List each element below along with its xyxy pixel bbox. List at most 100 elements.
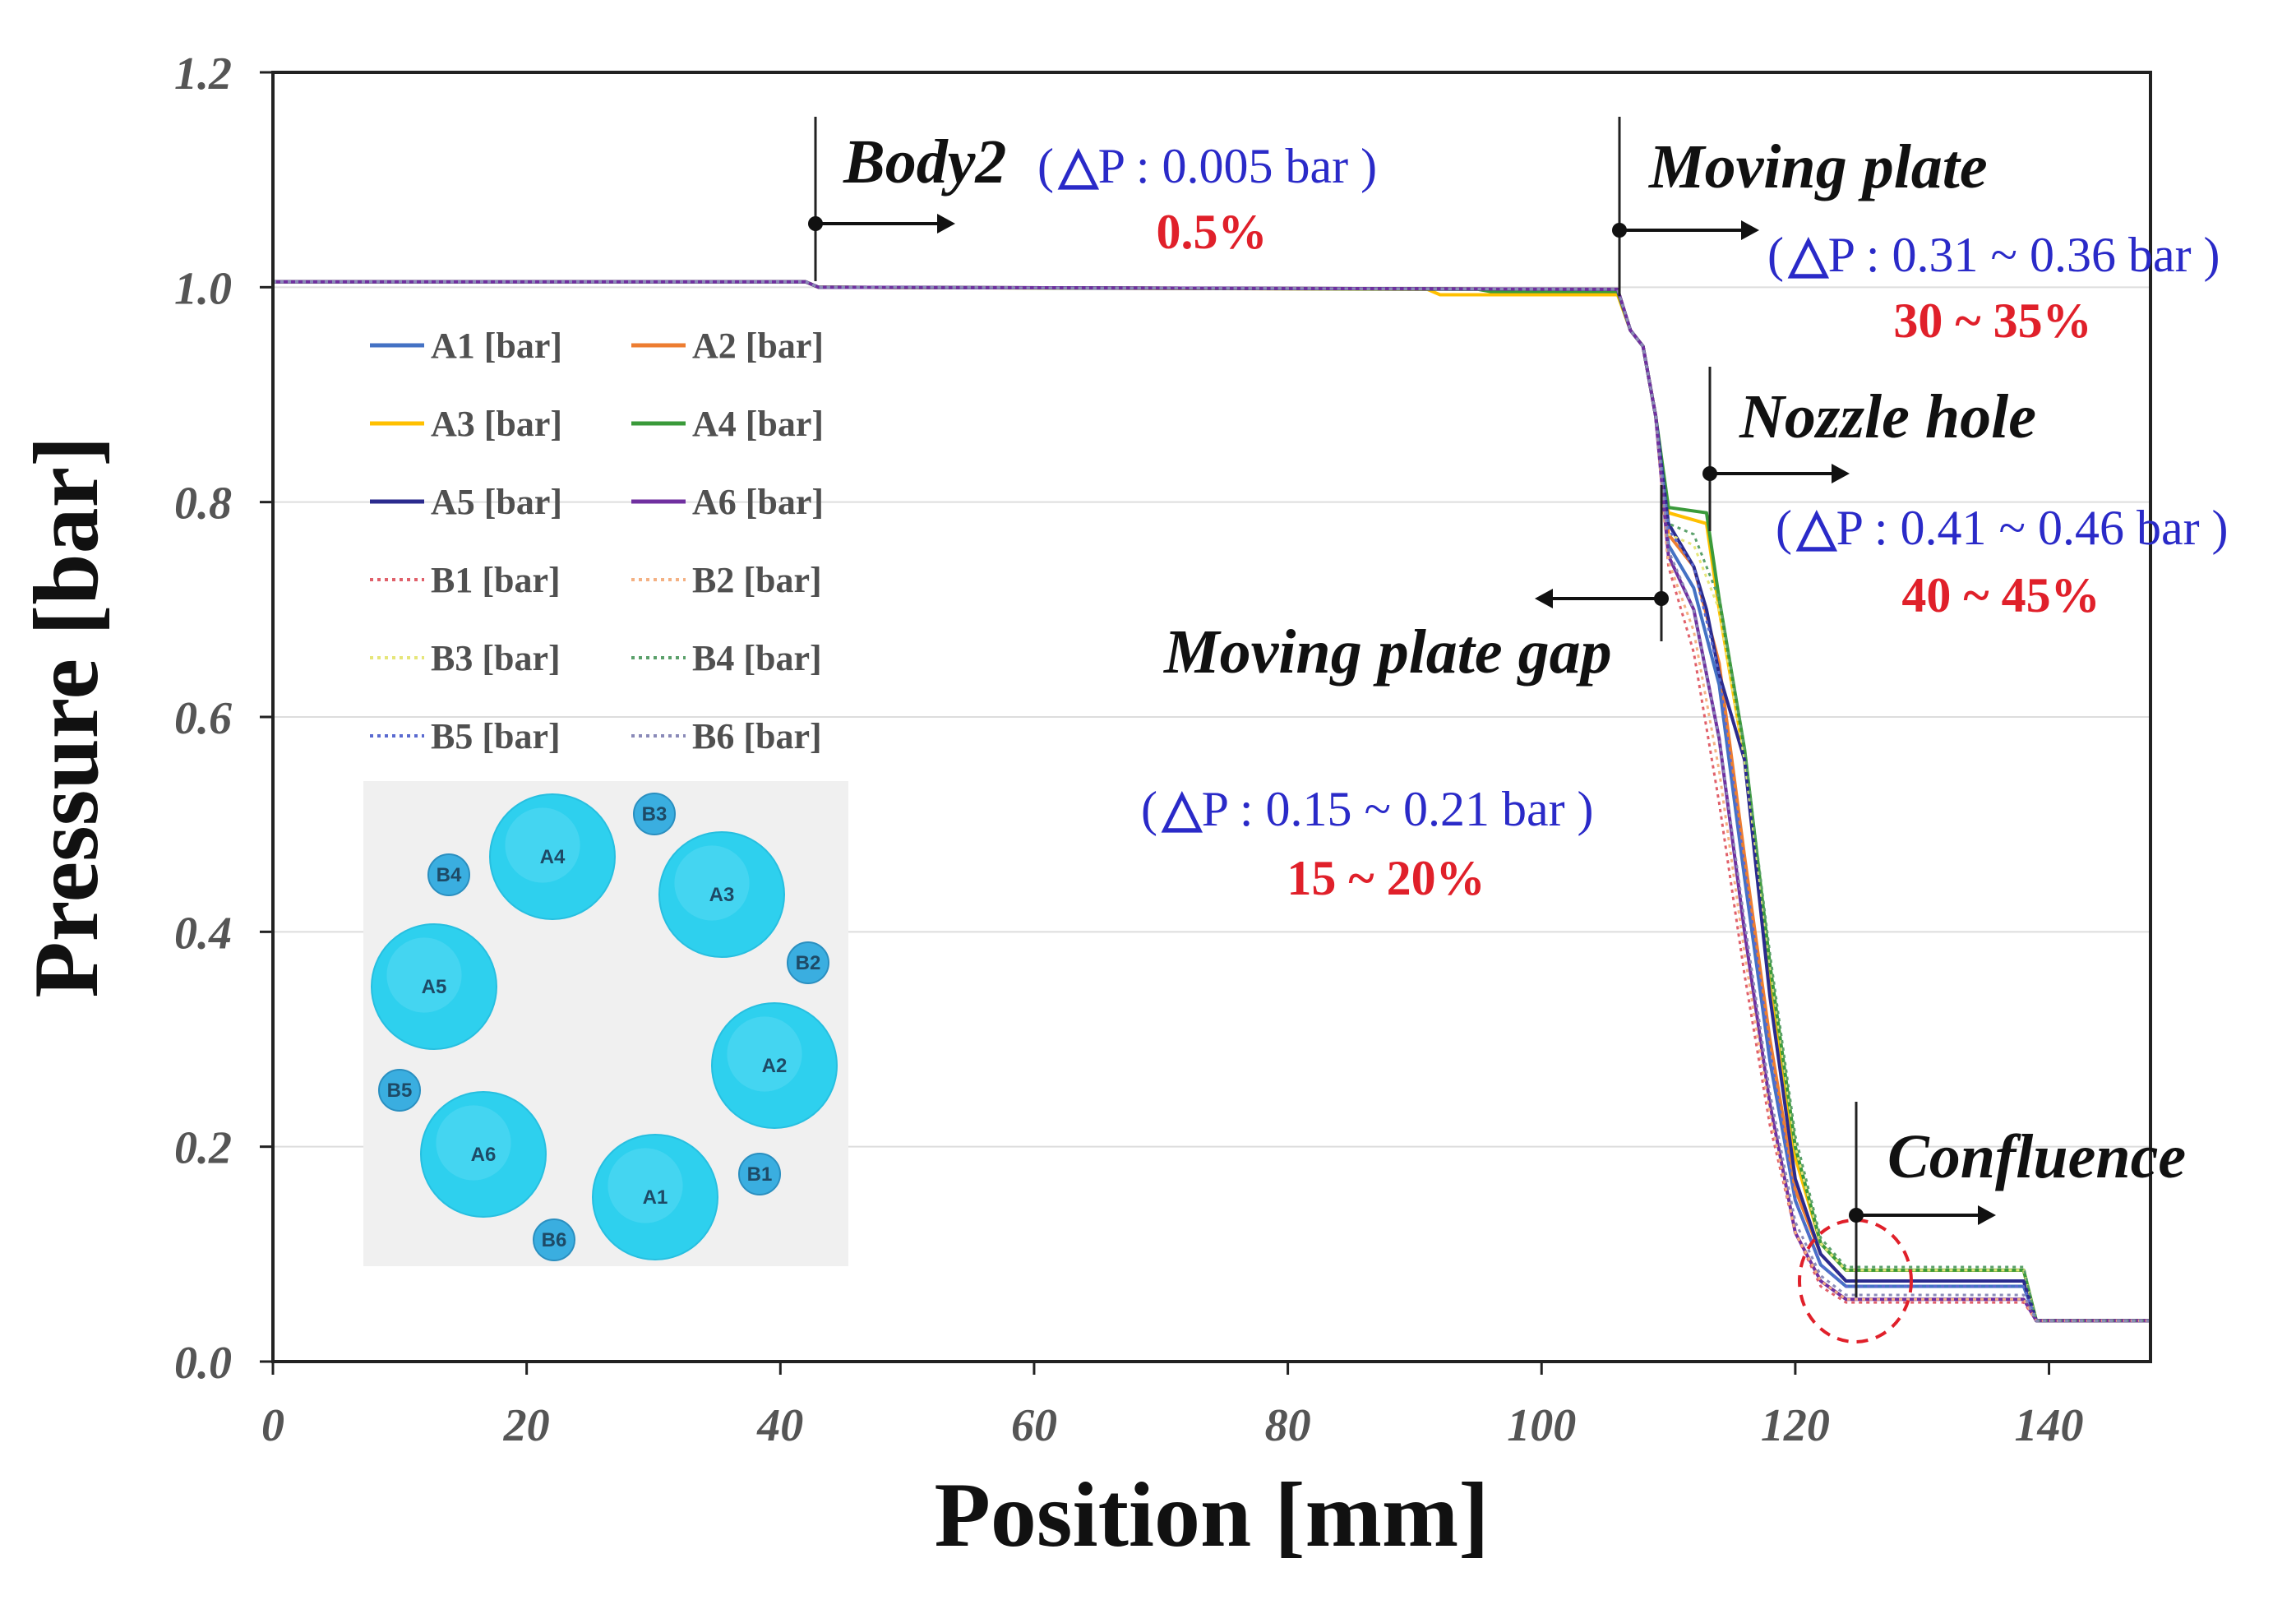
x-tick-label: 100 [1507, 1400, 1576, 1451]
annotation-title: Moving plate [1648, 132, 1988, 201]
delta-icon: △ [1787, 226, 1830, 283]
y-tick-label: 0.0 [174, 1338, 232, 1389]
annotation-percent: 40 ~ 45% [1901, 568, 2100, 622]
hole-b6 [533, 1218, 575, 1261]
arrow-head [1741, 220, 1759, 240]
hole-a5 [371, 923, 497, 1050]
hole-b4 [427, 853, 470, 896]
hole-b1 [738, 1153, 781, 1195]
hole-a2 [711, 1002, 838, 1129]
legend-label: B1 [bar] [431, 560, 561, 600]
annotation-delta-p: (△P : 0.15 ~ 0.21 bar ) [1141, 780, 1594, 837]
annotation-delta-p: (△P : 0.31 ~ 0.36 bar ) [1767, 226, 2220, 283]
delta-p-value: P : 0.31 ~ 0.36 bar ) [1828, 228, 2220, 282]
annotation-body2: Body2 (△P : 0.005 bar ) 0.5% [808, 117, 1377, 281]
annotation-title: Body2 [843, 127, 1006, 197]
hole-a4 [489, 793, 616, 920]
annotation-percent: 0.5% [1157, 205, 1268, 259]
annotation-title: Confluence [1887, 1122, 2186, 1191]
hole-label: A4 [540, 846, 566, 868]
delta-p-value: P : 0.15 ~ 0.21 bar ) [1202, 782, 1594, 836]
hole-b2 [787, 941, 829, 984]
delta-p-paren: ( [1037, 139, 1054, 193]
hole-b5 [378, 1069, 421, 1112]
legend-label: A6 [bar] [692, 482, 824, 522]
hole-label: A3 [709, 884, 735, 906]
arrow-head [1535, 589, 1553, 608]
x-axis-ticks: 0 20 40 60 80 100 120 140 [261, 1362, 2084, 1451]
hole-label: A2 [762, 1055, 788, 1077]
hole-layout-inset: A1 A2 A3 A4 A5 A6 B1 B2 B3 B4 B5 B6 [363, 781, 848, 1266]
hole-label: A1 [643, 1186, 668, 1209]
hole-b3 [633, 793, 676, 835]
hole-highlight [505, 807, 580, 883]
y-tick-label: 0.2 [174, 1123, 232, 1174]
delta-p-paren: ( [1141, 782, 1157, 836]
hole-label: A5 [422, 976, 447, 998]
annotation-title: Nozzle hole [1739, 382, 2036, 451]
legend-label: A5 [bar] [431, 482, 562, 522]
legend-label: A4 [bar] [692, 404, 824, 444]
legend: A1 [bar] A2 [bar] A3 [bar] A4 [bar] A5 [bar]… [370, 326, 824, 756]
series-line-b3 [273, 280, 2150, 1322]
legend-label: B5 [bar] [431, 716, 561, 756]
y-axis-title: Pressure [bar] [16, 436, 118, 997]
hole-label: B3 [642, 803, 668, 825]
annotation-percent: 30 ~ 35% [1893, 294, 2091, 348]
x-tick-label: 20 [503, 1400, 550, 1451]
hole-label: B6 [542, 1229, 567, 1251]
x-tick-label: 60 [1011, 1400, 1057, 1451]
annotation-confluence: Confluence [1849, 1102, 2186, 1297]
confluence-highlight-circle [1798, 1218, 1913, 1343]
legend-label: B2 [bar] [692, 560, 822, 600]
hole-highlight [436, 1105, 511, 1181]
delta-icon: △ [1161, 780, 1203, 837]
arrow-head [1978, 1205, 1996, 1225]
hole-label: B2 [796, 952, 821, 974]
y-tick-label: 0.4 [174, 908, 232, 959]
annotation-delta-p: (△P : 0.41 ~ 0.46 bar ) [1776, 499, 2229, 556]
annotation-moving-plate: Moving plate (△P : 0.31 ~ 0.36 bar ) 30 ~ … [1612, 117, 2220, 348]
x-tick-label: 40 [756, 1400, 803, 1451]
hole-highlight [674, 845, 750, 921]
hole-highlight [607, 1148, 683, 1223]
legend-label: B6 [bar] [692, 716, 822, 756]
series-line-a6 [273, 280, 2150, 1323]
legend-label: B3 [bar] [431, 638, 561, 678]
legend-label: A1 [bar] [431, 326, 562, 366]
arrow-head [937, 214, 955, 234]
hole-label: B5 [387, 1080, 413, 1102]
annotations: Body2 (△P : 0.005 bar )0.5%Moving plate(△… [808, 117, 2229, 1297]
annotation-nozzle-hole: Nozzle hole (△P : 0.41 ~ 0.46 bar ) 40 ~ 4… [1702, 367, 2229, 622]
legend-label: A2 [bar] [692, 326, 824, 366]
delta-p-value: P : 0.005 bar ) [1098, 139, 1377, 193]
hole-a1 [592, 1134, 718, 1260]
delta-icon: △ [1795, 499, 1838, 556]
series-line-b1 [273, 280, 2150, 1322]
annotation-percent: 15 ~ 20% [1287, 851, 1485, 905]
delta-p-paren: ( [1767, 228, 1784, 282]
delta-p-paren: ( [1776, 501, 1792, 555]
legend-label: B4 [bar] [692, 638, 822, 678]
inset-holes: A1 A2 A3 A4 A5 A6 B1 B2 B3 B4 B5 B6 [371, 793, 838, 1261]
arrow-head [1832, 464, 1850, 483]
hole-label: A6 [471, 1144, 497, 1166]
annotation-title: Moving plate gap [1163, 617, 1612, 687]
hole-highlight [727, 1016, 802, 1092]
x-axis-title: Position [mm] [934, 1464, 1489, 1566]
x-tick-label: 140 [2015, 1400, 2084, 1451]
y-tick-label: 1.2 [174, 49, 232, 99]
hole-highlight [386, 937, 462, 1013]
y-axis-ticks: 0.0 0.2 0.4 0.6 0.8 1.0 1.2 [174, 49, 273, 1389]
series-line-b5 [273, 280, 2150, 1322]
hole-a3 [658, 831, 785, 958]
x-tick-label: 120 [1761, 1400, 1830, 1451]
legend-label: A3 [bar] [431, 404, 562, 444]
delta-p-value: P : 0.41 ~ 0.46 bar ) [1836, 501, 2229, 555]
x-tick-label: 0 [261, 1400, 284, 1451]
annotation-delta-p: (△P : 0.005 bar ) [1037, 137, 1377, 194]
series-line-b4 [273, 280, 2150, 1322]
annotation-moving-plate-gap: Moving plate gap (△P : 0.15 ~ 0.21 bar ) 1… [1141, 485, 1669, 905]
hole-label: B1 [747, 1163, 773, 1186]
y-tick-label: 1.0 [174, 263, 232, 314]
